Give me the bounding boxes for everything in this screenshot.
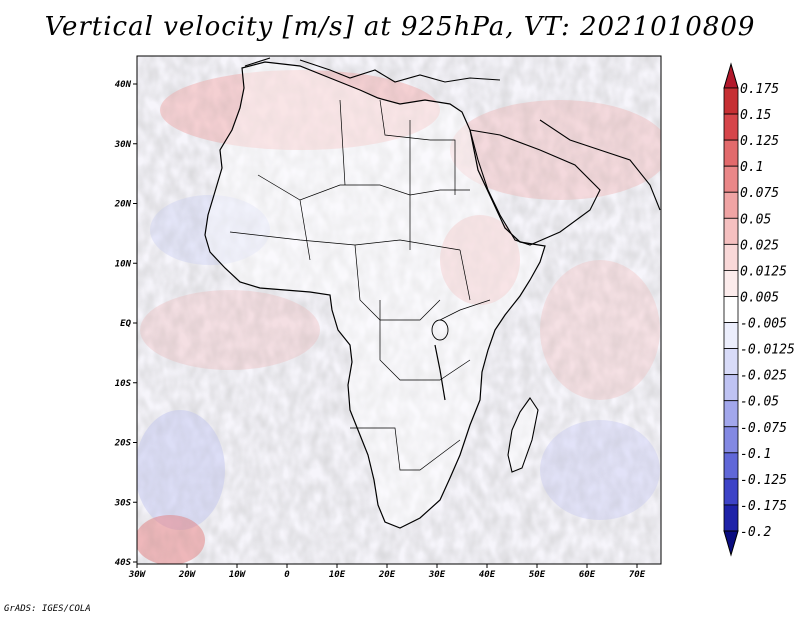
lat-tick-label: 20N [114,200,132,210]
lat-tick-label: 30S [114,498,132,508]
lon-tick-label: 70E [629,570,646,580]
lon-tick-label: 20E [378,570,396,580]
colorbar-segment [723,322,739,349]
colorbar-label: -0.2 [740,525,771,540]
colorbar-segment [723,270,739,297]
country-borders [229,99,491,471]
colorbar-label: -0.1 [740,447,771,462]
colorbar-segment [723,374,739,402]
latitude-axis: 40N 30N 20N 10N EQ 10S 20S 30S 40S [114,80,137,568]
colorbar-segment [723,400,739,428]
colorbar-min-arrow [723,530,739,557]
colorbar-label: -0.025 [740,369,787,384]
map-title: Vertical velocity [m/s] at 925hPa, VT: 2… [44,12,756,42]
longitude-axis: 30W 20W 10W 0 10E 20E 30E 40E 50E 60E 70E [128,564,646,580]
colorbar-segment [723,504,739,532]
lat-tick-label: 30N [114,140,132,150]
colorbar-segment [723,426,739,454]
lat-tick-label: 40S [115,558,132,568]
colorbar-label: 0.175 [740,82,779,97]
lat-tick-label: 20S [114,439,132,449]
coastlines [204,57,661,529]
colorbar-label: 0.1 [740,160,763,175]
lon-tick-label: 10E [329,570,346,580]
colorbar-label: 0.15 [740,108,771,123]
colorbar-segment [723,113,739,141]
colorbar-segment [723,452,739,480]
lon-tick-label: 50E [529,570,546,580]
colorbar-segment [723,191,739,219]
madagascar-outline [507,397,539,473]
lake-tanganyika [434,344,446,401]
asia-coast [539,119,661,211]
colorbar-label: 0.005 [740,290,779,305]
colorbar-label: 0.025 [740,238,779,253]
colorbar-label: -0.075 [740,421,787,436]
lon-tick-label: 30W [128,570,147,580]
africa-outline [204,61,546,529]
colorbar-segment [723,87,739,115]
lon-tick-label: 10W [229,570,247,580]
lon-tick-label: 60E [579,570,596,580]
colorbar-label: 0.05 [740,212,771,227]
colorbar-max-arrow [723,62,739,89]
colorbar-label: 0.075 [740,186,779,201]
colorbar-label: 0.125 [740,134,779,149]
lon-tick-label: 40E [479,570,496,580]
lat-tick-label: 10S [115,379,132,389]
colorbar-label: -0.125 [740,473,787,488]
colorbar-segment [723,165,739,193]
lon-tick-label: 20W [178,570,197,580]
lon-tick-label: 0 [284,570,290,580]
lat-tick-label: EQ [120,319,131,329]
colorbar-segment [723,296,739,323]
colorbar-segment [723,217,739,245]
colorbar-label: 0.0125 [740,264,787,279]
lon-tick-label: 30E [428,570,446,580]
lake-victoria [431,319,449,341]
colorbar-segment [723,139,739,167]
europe-coast [244,57,501,83]
colorbar-label: -0.05 [740,395,779,410]
colorbar-label: -0.0125 [740,343,795,358]
colorbar-segment [723,348,739,376]
plot-frame [136,55,662,565]
colorbar-label: -0.005 [740,317,787,332]
colorbar-segment [723,478,739,506]
colorbar-label: -0.175 [740,499,787,514]
colorbar: 0.175 0.15 0.125 0.1 0.075 0.05 0.025 0.0125 0.0… [723,62,795,557]
lat-tick-label: 10N [115,259,132,269]
grads-credit: GrADS: IGES/COLA [4,604,91,614]
lat-tick-label: 40N [115,80,132,90]
arabia-outline [469,129,601,246]
colorbar-segment [723,243,739,271]
